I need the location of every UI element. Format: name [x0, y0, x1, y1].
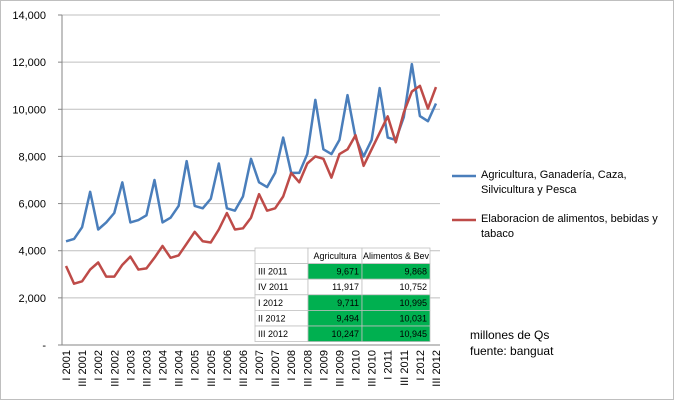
table-cell [361, 325, 431, 343]
table-text: 10,031 [399, 313, 427, 323]
y-tick-label: - [42, 340, 46, 352]
x-tick-label: III 2003 [141, 350, 153, 387]
x-tick-label: I 2010 [351, 350, 363, 381]
series-line [64, 84, 438, 285]
y-tick-label: 12,000 [12, 57, 46, 69]
table-text: IV 2011 [258, 282, 288, 292]
x-tick-label: I 2002 [93, 350, 105, 381]
x-tick-label: I 2012 [415, 350, 427, 381]
table-text: 10,247 [331, 329, 359, 339]
table-text: 9,494 [336, 313, 359, 323]
x-tick-label: III 2005 [206, 350, 218, 387]
table-text: II 2012 [258, 313, 286, 323]
series-line [65, 62, 438, 243]
x-tick-label: III 2001 [77, 350, 89, 387]
note: fuente: banguat [470, 344, 554, 358]
legend-label: Elaboracion de alimentos, bebidas y taba… [481, 213, 658, 240]
table-text: III 2012 [258, 329, 288, 339]
x-tick-label: III 2004 [174, 350, 186, 387]
x-tick-label: III 2008 [302, 350, 314, 387]
x-tick-label: III 2006 [238, 350, 250, 387]
table-text: 9,868 [404, 267, 427, 277]
x-tick-label: III 2011 [399, 350, 411, 386]
table-text: 10,995 [399, 298, 427, 308]
x-tick-label: III 2012 [431, 350, 443, 387]
table-text: 9,671 [336, 267, 359, 277]
y-tick-label: 2,000 [18, 293, 46, 305]
y-tick-label: 4,000 [18, 246, 46, 258]
x-tick-label: I 2011 [383, 350, 395, 380]
x-tick-label: III 2010 [367, 350, 379, 387]
x-tick-label: I 2003 [125, 350, 137, 381]
x-tick-label: I 2005 [190, 350, 202, 381]
x-tick-label: I 2004 [158, 350, 170, 381]
table-text: 9,711 [337, 298, 359, 308]
y-tick-label: 8,000 [18, 151, 46, 163]
x-tick-label: III 2009 [334, 350, 346, 387]
x-tick-label: III 2007 [270, 350, 282, 387]
table-text: 10,752 [399, 282, 427, 292]
x-tick-label: I 2008 [286, 350, 298, 381]
y-tick-label: 10,000 [12, 104, 46, 116]
table-text: III 2011 [258, 267, 287, 277]
x-tick-label: I 2006 [222, 350, 234, 381]
table-text: 11,917 [332, 282, 359, 292]
x-tick-label: I 2001 [61, 350, 73, 381]
note: millones de Qs [470, 328, 549, 342]
table-text: I 2012 [258, 298, 283, 308]
y-tick-label: 14,000 [12, 10, 46, 22]
legend-label: Agricultura, Ganadería, Caza, Silvicultu… [481, 169, 627, 196]
table-header: Agricultura [313, 251, 356, 261]
x-tick-label: I 2009 [318, 350, 330, 381]
y-tick-label: 6,000 [18, 199, 46, 211]
table-text: 10,945 [399, 329, 427, 339]
x-tick-label: I 2007 [254, 350, 266, 381]
table-cell [254, 247, 309, 265]
table-header: Alimentos & Bev [363, 251, 430, 261]
x-tick-label: III 2002 [109, 350, 121, 387]
